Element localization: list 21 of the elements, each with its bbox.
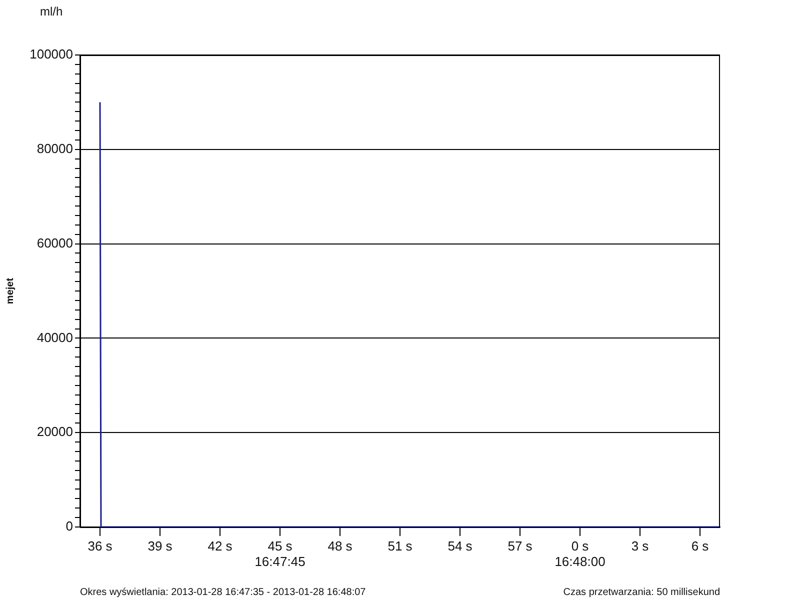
x-tick-label: 36 s xyxy=(88,538,113,554)
x-tick-label: 48 s xyxy=(328,538,353,554)
y-tick-label: 60000 xyxy=(36,235,73,250)
x-tick-label: 54 s xyxy=(448,538,473,554)
y-tick-label: 80000 xyxy=(36,140,73,156)
x-tick-label: 42 s xyxy=(208,538,233,554)
y-axis-title: mejet xyxy=(4,277,16,304)
x-tick-label: 45 s 16:47:45 xyxy=(254,538,306,569)
x-tick-label: 0 s 16:48:00 xyxy=(554,538,606,569)
text: Okres wyświetlania: 2013-01-28 16:47:35 - 2013-01-28 16:48:07 xyxy=(80,586,366,598)
y-tick-label: 0 xyxy=(66,518,73,534)
text: Czas przetwarzania: 50 millisekund xyxy=(563,586,720,598)
x-tick-label: 3 s xyxy=(631,538,650,554)
y-tick-label: 40000 xyxy=(36,330,73,345)
x-tick-label: 57 s xyxy=(508,538,533,554)
chart-title: ml/h xyxy=(40,4,63,18)
x-tick-label: 6 s xyxy=(691,538,710,554)
x-tick-label: 39 s xyxy=(148,538,173,554)
y-tick-label: 100000 xyxy=(30,46,73,62)
y-tick-label: 20000 xyxy=(36,424,73,440)
x-tick-label: 51 s xyxy=(388,538,413,554)
